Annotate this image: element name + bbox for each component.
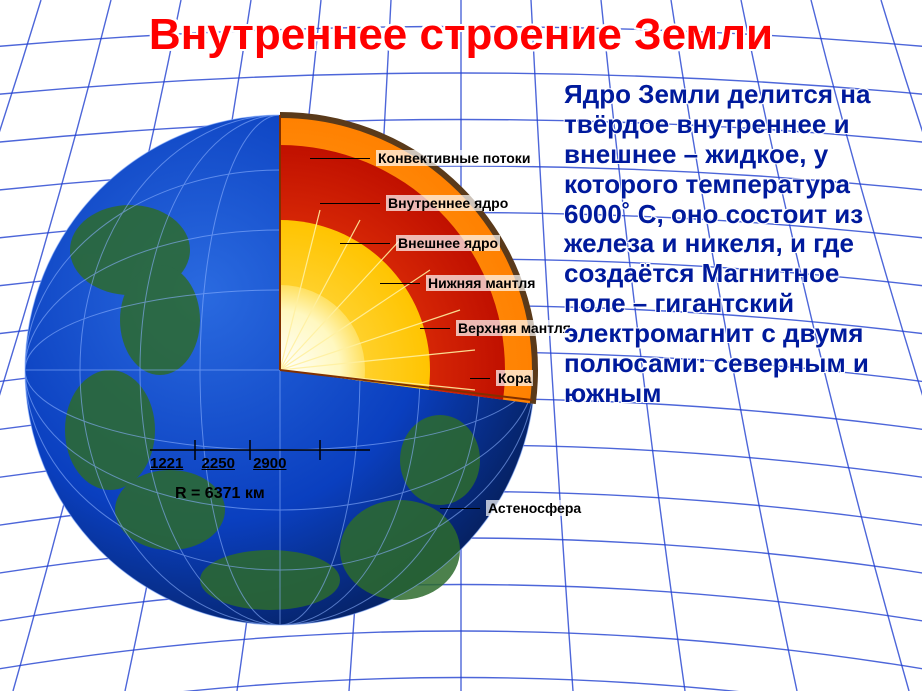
label-lower-mantle: Нижняя мантля [426,275,537,291]
label-asthenosphere: Астеносфера [486,500,583,516]
label-crust: Кора [496,370,533,386]
label-outer-core: Внешнее ядро [396,235,500,251]
earth-cutaway [20,110,540,630]
radius-1: 1221 [150,455,183,472]
label-upper-mantle: Верхняя мантля [456,320,573,336]
radius-2: 2250 [202,455,235,472]
label-convective: Конвективные потоки [376,150,532,166]
label-inner-core: Внутреннее ядро [386,195,510,211]
description-text: Ядро Земли делится на твёрдое внутреннее… [564,80,904,409]
radius-3: 2900 [253,455,286,472]
earth-diagram: Конвективные потоки Внутреннее ядро Внеш… [0,70,560,670]
page-title: Внутреннее строение Земли [0,10,922,60]
radius-total: R = 6371 км [175,485,265,503]
